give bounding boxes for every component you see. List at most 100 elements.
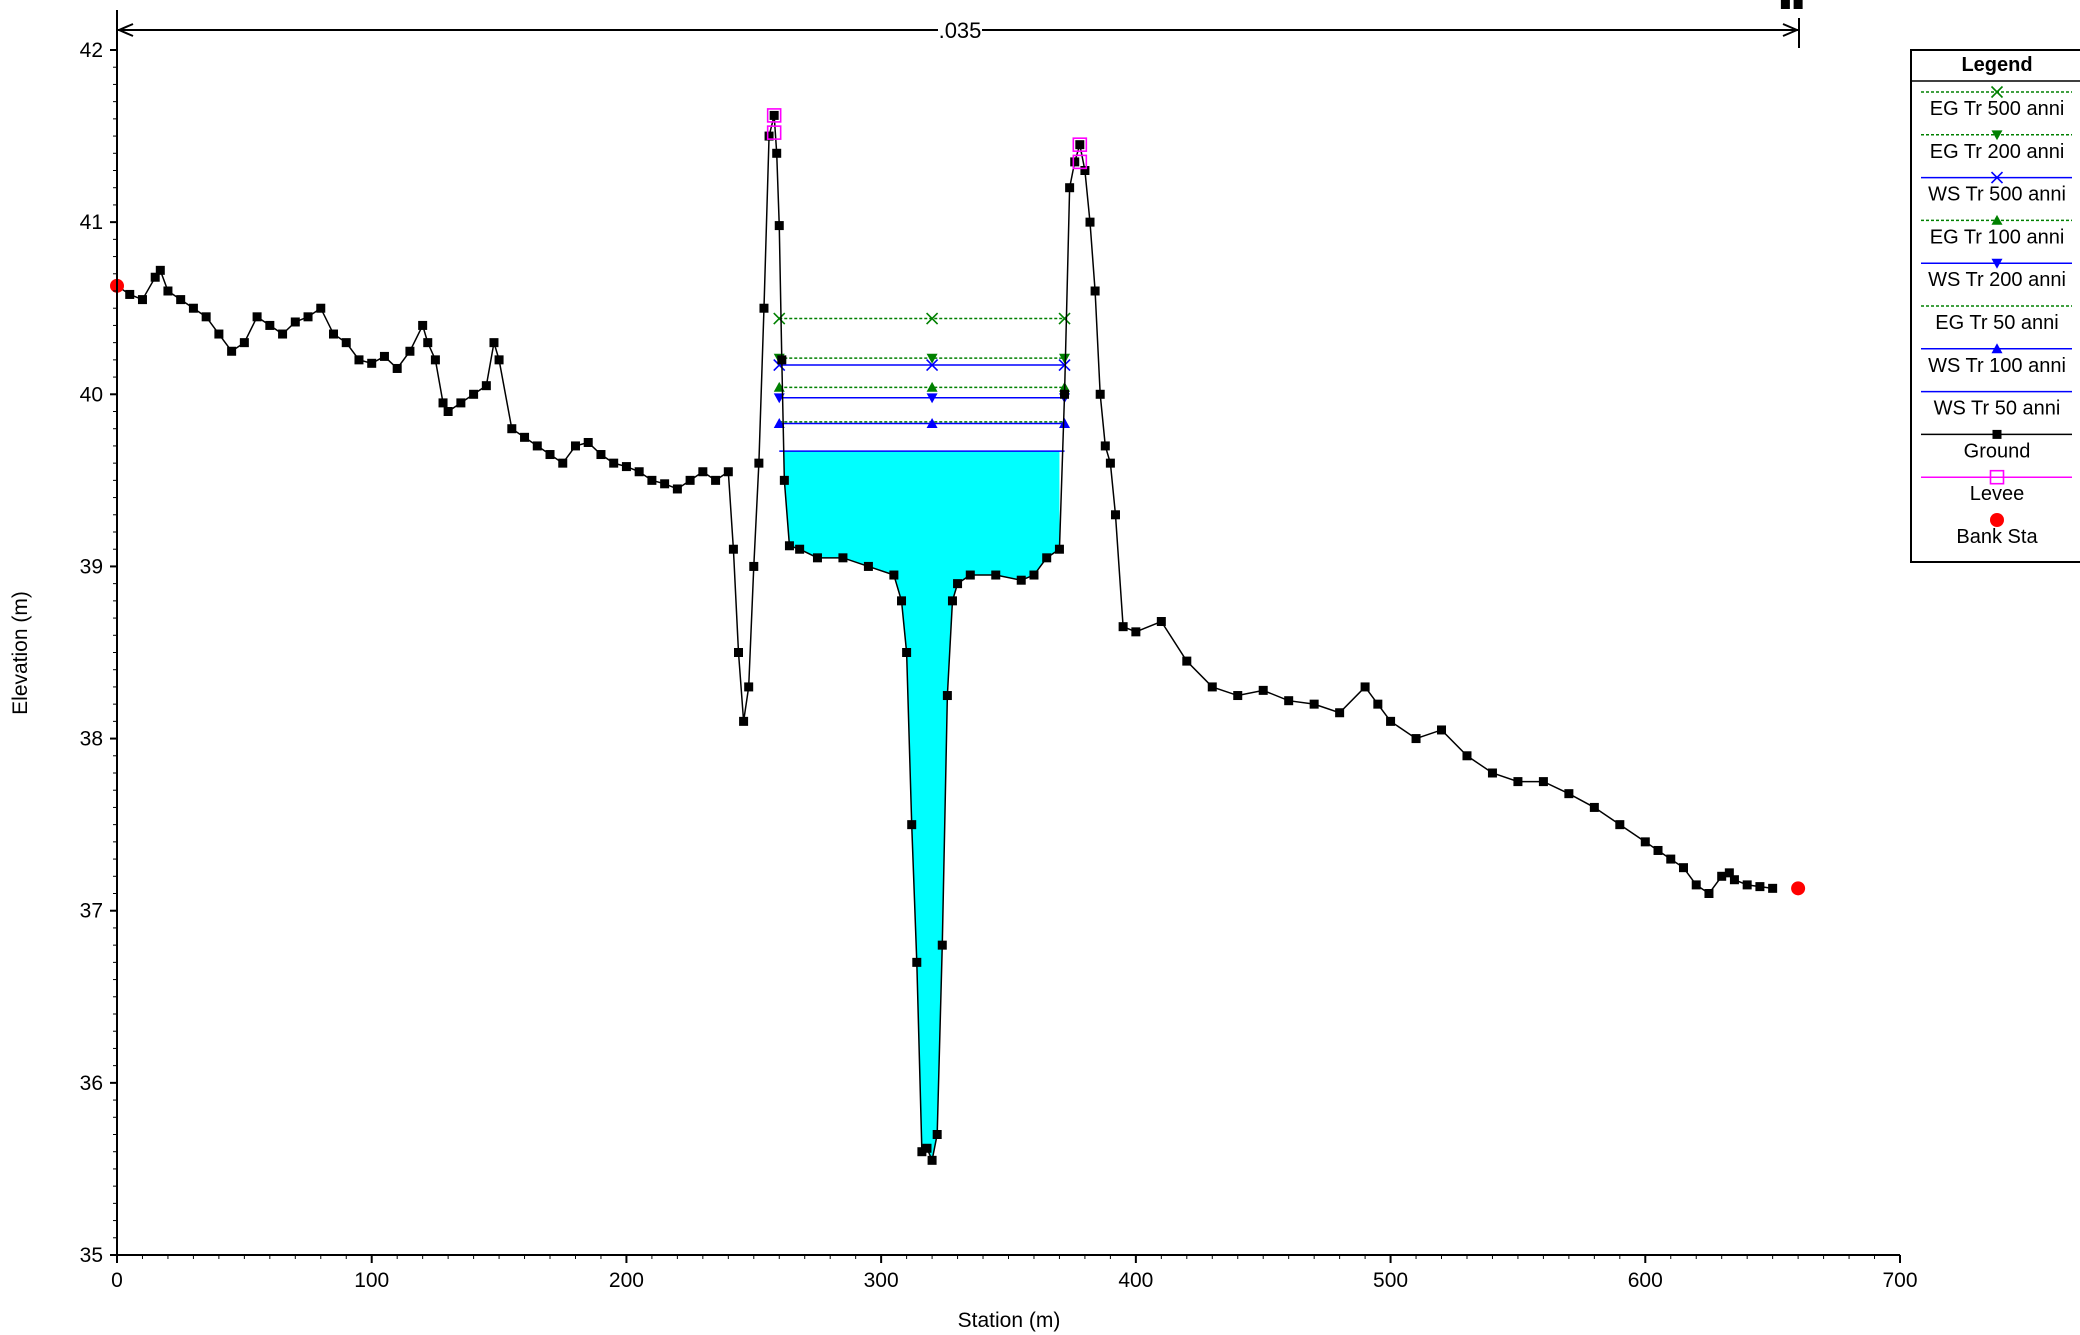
ground-point [239,338,249,348]
y-tick-label: 38 [80,728,103,751]
ground-point [1653,845,1663,855]
ground-point [405,346,415,356]
ground-point [329,329,339,339]
ground-point [303,312,313,322]
water-fill-area [784,451,1060,1161]
ground-point [1768,883,1778,893]
ground-point [1060,389,1070,399]
y-tick-label: 39 [80,555,103,578]
ground-point [660,479,670,489]
ground-point [774,221,784,231]
legend-label: WS Tr 500 anni [1928,184,2066,206]
ground-point [953,579,963,589]
ground-point [634,467,644,477]
ground-point [1105,458,1115,468]
ground-point [1131,627,1141,637]
series-marker [926,358,939,372]
ground-point [1462,751,1472,761]
ground-point [494,355,504,365]
legend-marker [1991,258,2003,269]
ground-point [991,570,1001,580]
series-marker [1059,353,1071,364]
ground-point [163,286,173,296]
ground-point [520,432,530,442]
ground-point [456,398,466,408]
manning-n-label: .035 [939,18,982,43]
y-tick-label: 41 [80,211,103,234]
legend-marker [1991,214,2003,225]
ground-point [1016,575,1026,585]
ground-point [1070,157,1080,167]
ground-point [1110,510,1120,520]
ground-point [863,561,873,571]
ground-point [932,1130,942,1139]
x-tick-label: 300 [864,1269,899,1292]
ground-point [150,272,160,282]
ground-point [889,570,899,580]
ground-point [1538,777,1548,787]
ground-point [430,355,440,365]
water-surface-layer [773,312,1071,452]
x-tick-label: 0 [111,1269,123,1292]
legend-label: EG Tr 200 anni [1930,141,2065,163]
ground-point [937,940,947,950]
ground-point [469,389,479,399]
ground-point [754,458,764,468]
x-tick-label: 600 [1628,1269,1663,1292]
manning-n-annotation: .035 [116,18,1800,48]
series-marker [773,418,785,428]
ground-point [438,398,448,408]
ground-point [489,338,499,348]
ground-point [1054,544,1064,554]
y-tick-label: 36 [80,1072,103,1095]
ground-point [1780,0,1790,9]
ground-point [772,148,782,158]
manning-right-arrowhead [1782,23,1798,37]
ground-point [201,312,211,322]
series-marker [926,393,938,404]
legend-marker [1991,343,2003,354]
ground-layer [112,0,1803,1165]
ground-point [734,648,744,657]
ground-point [188,303,198,313]
ground-point [728,544,738,554]
ground-point [1589,802,1599,812]
ground-point [1373,699,1383,709]
legend-label: Levee [1970,483,2025,505]
ground-point [278,329,288,339]
ground-point [912,957,922,967]
ground-point [155,265,165,275]
ground-point [418,320,428,330]
ground-point [739,716,749,726]
ground-point [1724,868,1734,878]
ground-point [777,355,787,365]
ground-point [723,467,733,477]
x-ticks: 0 100 200 300 400 500 600 700 [111,1255,1918,1292]
ground-point [609,458,619,468]
ground-point [1065,183,1075,193]
ground-point [838,553,848,563]
series-marker [773,312,786,325]
ground-point [1207,682,1217,692]
ground-point [1090,286,1100,296]
series-marker [1058,312,1071,325]
x-axis-label: Station (m) [958,1309,1061,1332]
water-fill-layer [784,451,1060,1161]
x-tick-label: 700 [1882,1269,1917,1292]
ground-point [907,820,917,830]
ground-point [698,467,708,477]
ground-point [1075,140,1085,150]
bank-sta-marker [1791,881,1806,896]
ground-point [749,561,759,571]
y-axis-label: Elevation (m) [9,591,32,715]
ground-point [507,424,517,434]
manning-left-arrowhead [118,23,134,37]
ground-point [897,596,907,606]
series-marker [1059,418,1071,428]
ground-point [647,475,657,485]
legend-marker [1990,513,2004,527]
legend-label: WS Tr 50 anni [1934,398,2061,420]
x-tick-label: 400 [1118,1269,1153,1292]
ground-point [1615,820,1625,830]
